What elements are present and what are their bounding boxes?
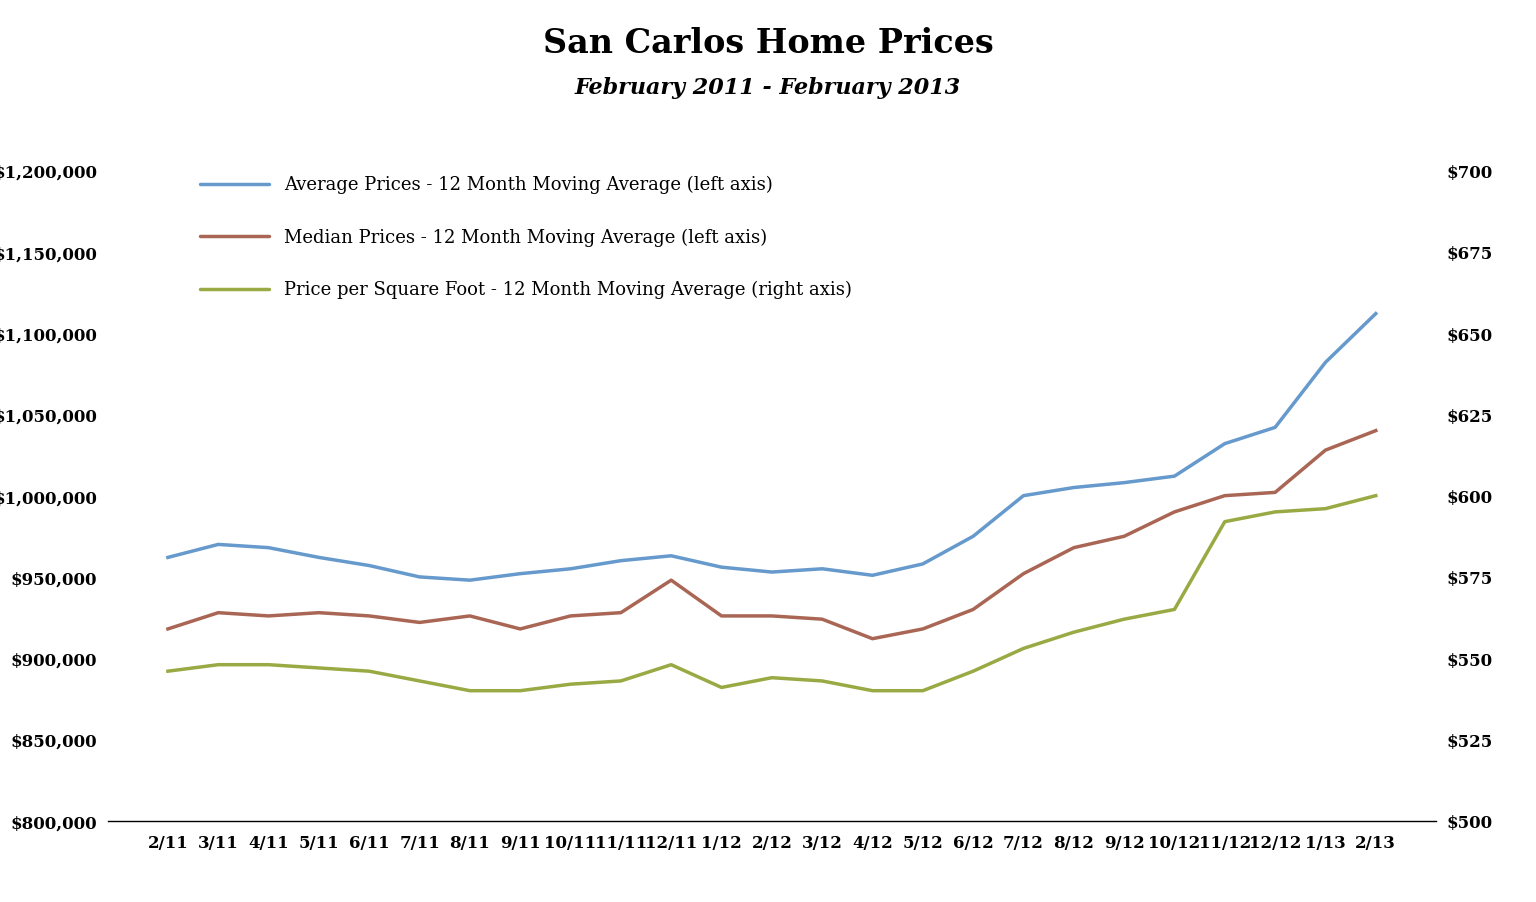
Average Prices - 12 Month Moving Average (left axis) (965, 531, 983, 542)
Price per Square Foot - 12 Month Moving Average (right axis) (965, 666, 983, 676)
Average Prices - 12 Month Moving Average (left axis) (1316, 357, 1335, 368)
Median Prices - 12 Month Moving Average (left axis) (763, 611, 782, 621)
Price per Square Foot - 12 Month Moving Average (right axis) (713, 682, 731, 693)
Average Prices - 12 Month Moving Average (left axis) (1166, 471, 1184, 482)
Price per Square Foot - 12 Month Moving Average (right axis) (813, 676, 831, 686)
Average Prices - 12 Month Moving Average (left axis) (611, 556, 630, 566)
Line: Price per Square Foot - 12 Month Moving Average (right axis): Price per Square Foot - 12 Month Moving … (167, 496, 1376, 691)
Median Prices - 12 Month Moving Average (left axis) (611, 608, 630, 619)
Average Prices - 12 Month Moving Average (left axis) (863, 570, 882, 581)
Median Prices - 12 Month Moving Average (left axis) (511, 624, 530, 635)
Text: San Carlos Home Prices: San Carlos Home Prices (542, 27, 994, 60)
Median Prices - 12 Month Moving Average (left axis) (1367, 426, 1385, 437)
Price per Square Foot - 12 Month Moving Average (right axis) (461, 686, 479, 696)
Price per Square Foot - 12 Month Moving Average (right axis) (1316, 503, 1335, 514)
Median Prices - 12 Month Moving Average (left axis) (359, 611, 378, 621)
Average Prices - 12 Month Moving Average (left axis) (1367, 308, 1385, 319)
Text: Price per Square Foot - 12 Month Moving Average (right axis): Price per Square Foot - 12 Month Moving … (284, 281, 852, 299)
Price per Square Foot - 12 Month Moving Average (right axis) (158, 666, 177, 676)
Average Prices - 12 Month Moving Average (left axis) (511, 568, 530, 579)
Median Prices - 12 Month Moving Average (left axis) (260, 611, 278, 621)
Average Prices - 12 Month Moving Average (left axis) (561, 564, 579, 575)
Median Prices - 12 Month Moving Average (left axis) (662, 575, 680, 586)
Price per Square Foot - 12 Month Moving Average (right axis) (1367, 491, 1385, 502)
Median Prices - 12 Month Moving Average (left axis) (1064, 543, 1083, 554)
Average Prices - 12 Month Moving Average (left axis) (1115, 478, 1134, 489)
Price per Square Foot - 12 Month Moving Average (right axis) (1064, 627, 1083, 638)
Median Prices - 12 Month Moving Average (left axis) (965, 604, 983, 615)
Price per Square Foot - 12 Month Moving Average (right axis) (359, 666, 378, 676)
Price per Square Foot - 12 Month Moving Average (right axis) (260, 659, 278, 670)
Text: Median Prices - 12 Month Moving Average (left axis): Median Prices - 12 Month Moving Average … (284, 228, 768, 246)
Price per Square Foot - 12 Month Moving Average (right axis) (662, 659, 680, 670)
Median Prices - 12 Month Moving Average (left axis) (713, 611, 731, 621)
Price per Square Foot - 12 Month Moving Average (right axis) (611, 676, 630, 686)
Price per Square Foot - 12 Month Moving Average (right axis) (511, 686, 530, 696)
Average Prices - 12 Month Moving Average (left axis) (914, 559, 932, 570)
Price per Square Foot - 12 Month Moving Average (right axis) (410, 676, 429, 686)
Price per Square Foot - 12 Month Moving Average (right axis) (914, 686, 932, 696)
Price per Square Foot - 12 Month Moving Average (right axis) (763, 673, 782, 684)
Median Prices - 12 Month Moving Average (left axis) (158, 624, 177, 635)
Median Prices - 12 Month Moving Average (left axis) (1166, 507, 1184, 518)
Average Prices - 12 Month Moving Average (left axis) (1215, 438, 1233, 449)
Average Prices - 12 Month Moving Average (left axis) (209, 539, 227, 550)
Average Prices - 12 Month Moving Average (left axis) (813, 564, 831, 575)
Median Prices - 12 Month Moving Average (left axis) (914, 624, 932, 635)
Text: Average Prices - 12 Month Moving Average (left axis): Average Prices - 12 Month Moving Average… (284, 176, 773, 194)
Price per Square Foot - 12 Month Moving Average (right axis) (1014, 643, 1032, 654)
Price per Square Foot - 12 Month Moving Average (right axis) (1215, 517, 1233, 528)
Average Prices - 12 Month Moving Average (left axis) (1064, 483, 1083, 493)
Average Prices - 12 Month Moving Average (left axis) (410, 572, 429, 583)
Average Prices - 12 Month Moving Average (left axis) (310, 552, 329, 563)
Price per Square Foot - 12 Month Moving Average (right axis) (209, 659, 227, 670)
Median Prices - 12 Month Moving Average (left axis) (461, 611, 479, 621)
Average Prices - 12 Month Moving Average (left axis) (1014, 491, 1032, 502)
Median Prices - 12 Month Moving Average (left axis) (813, 614, 831, 625)
Median Prices - 12 Month Moving Average (left axis) (209, 608, 227, 619)
Median Prices - 12 Month Moving Average (left axis) (561, 611, 579, 621)
Median Prices - 12 Month Moving Average (left axis) (1215, 491, 1233, 502)
Price per Square Foot - 12 Month Moving Average (right axis) (310, 663, 329, 674)
Line: Median Prices - 12 Month Moving Average (left axis): Median Prices - 12 Month Moving Average … (167, 431, 1376, 639)
Median Prices - 12 Month Moving Average (left axis) (1115, 531, 1134, 542)
Price per Square Foot - 12 Month Moving Average (right axis) (1166, 604, 1184, 615)
Price per Square Foot - 12 Month Moving Average (right axis) (1266, 507, 1284, 518)
Average Prices - 12 Month Moving Average (left axis) (461, 575, 479, 586)
Price per Square Foot - 12 Month Moving Average (right axis) (1115, 614, 1134, 625)
Average Prices - 12 Month Moving Average (left axis) (763, 567, 782, 578)
Average Prices - 12 Month Moving Average (left axis) (260, 543, 278, 554)
Average Prices - 12 Month Moving Average (left axis) (1266, 422, 1284, 433)
Average Prices - 12 Month Moving Average (left axis) (359, 560, 378, 571)
Median Prices - 12 Month Moving Average (left axis) (1014, 568, 1032, 579)
Median Prices - 12 Month Moving Average (left axis) (310, 608, 329, 619)
Line: Average Prices - 12 Month Moving Average (left axis): Average Prices - 12 Month Moving Average… (167, 314, 1376, 581)
Median Prices - 12 Month Moving Average (left axis) (1316, 446, 1335, 456)
Average Prices - 12 Month Moving Average (left axis) (713, 562, 731, 573)
Price per Square Foot - 12 Month Moving Average (right axis) (561, 679, 579, 690)
Text: February 2011 - February 2013: February 2011 - February 2013 (574, 77, 962, 98)
Average Prices - 12 Month Moving Average (left axis) (158, 552, 177, 563)
Average Prices - 12 Month Moving Average (left axis) (662, 551, 680, 562)
Median Prices - 12 Month Moving Average (left axis) (410, 617, 429, 628)
Median Prices - 12 Month Moving Average (left axis) (863, 633, 882, 644)
Median Prices - 12 Month Moving Average (left axis) (1266, 487, 1284, 498)
Price per Square Foot - 12 Month Moving Average (right axis) (863, 686, 882, 696)
